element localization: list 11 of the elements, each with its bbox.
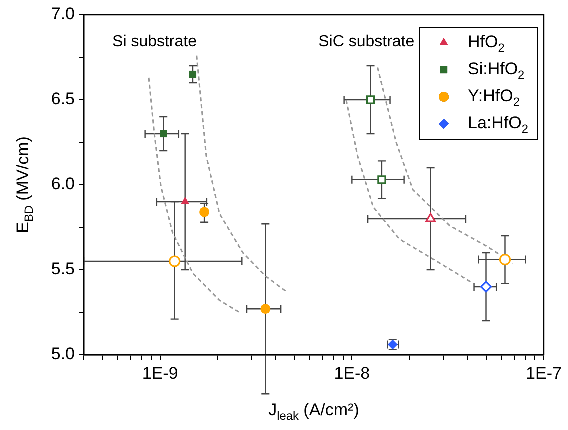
x-tick-label: 1E-9: [142, 364, 178, 383]
x-tick-label: 1E-7: [526, 364, 562, 383]
y-axis-title: EBD (MV/cm): [14, 136, 36, 234]
y-tick-label: 5.0: [51, 344, 75, 364]
y-tick-label: 5.5: [51, 260, 75, 279]
y-tick-label: 7.0: [51, 4, 75, 24]
x-tick-label: 1E-8: [334, 364, 370, 383]
y-tick-label: 6.0: [51, 174, 75, 194]
annotation: SiC substrate: [318, 34, 415, 51]
annotation: Si substrate: [112, 34, 198, 51]
y-tick-label: 6.5: [51, 90, 75, 109]
